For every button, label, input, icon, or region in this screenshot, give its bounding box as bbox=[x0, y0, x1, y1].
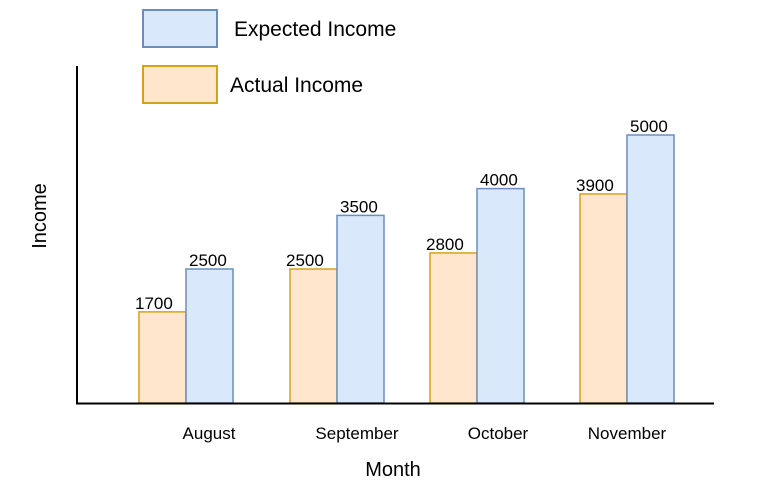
value-label-actual-income-october: 2800 bbox=[426, 235, 464, 254]
bar-actual-income-october bbox=[429, 252, 478, 404]
x-tick-label: October bbox=[468, 424, 529, 443]
value-labels-group: 1700 2500 2500 3500 2800 4000 3900 5000 bbox=[135, 117, 668, 313]
value-label-expected-income-october: 4000 bbox=[480, 171, 518, 190]
y-axis-label: Income bbox=[29, 183, 51, 249]
value-label-actual-income-november: 3900 bbox=[576, 176, 614, 195]
legend-label-actual-income: Actual Income bbox=[230, 74, 363, 97]
bar-actual-income-november bbox=[579, 193, 628, 404]
bar-expected-income-november bbox=[626, 134, 675, 404]
bar-expected-income-october bbox=[476, 187, 525, 404]
x-tick-label: November bbox=[588, 424, 667, 443]
value-label-actual-income-september: 2500 bbox=[286, 251, 324, 270]
x-tick-labels-group: August September October November bbox=[183, 424, 667, 443]
x-tick-label: September bbox=[315, 424, 398, 443]
value-label-expected-income-august: 2500 bbox=[189, 251, 227, 270]
value-label-actual-income-august: 1700 bbox=[135, 294, 173, 313]
x-axis-label: Month bbox=[365, 459, 421, 481]
bar-expected-income-august bbox=[185, 268, 234, 404]
bar-expected-income-september bbox=[336, 214, 385, 404]
legend-swatch-expected-income bbox=[142, 9, 218, 48]
legend: Expected Income Actual Income bbox=[142, 9, 396, 104]
value-label-expected-income-november: 5000 bbox=[630, 117, 668, 136]
bar-actual-income-august bbox=[138, 311, 187, 404]
legend-swatch-actual-income bbox=[142, 65, 218, 104]
legend-label-expected-income: Expected Income bbox=[234, 18, 396, 41]
bar-actual-income-september bbox=[289, 268, 338, 404]
bars-group bbox=[138, 134, 675, 404]
x-tick-label: August bbox=[183, 424, 236, 443]
value-label-expected-income-september: 3500 bbox=[340, 197, 378, 216]
